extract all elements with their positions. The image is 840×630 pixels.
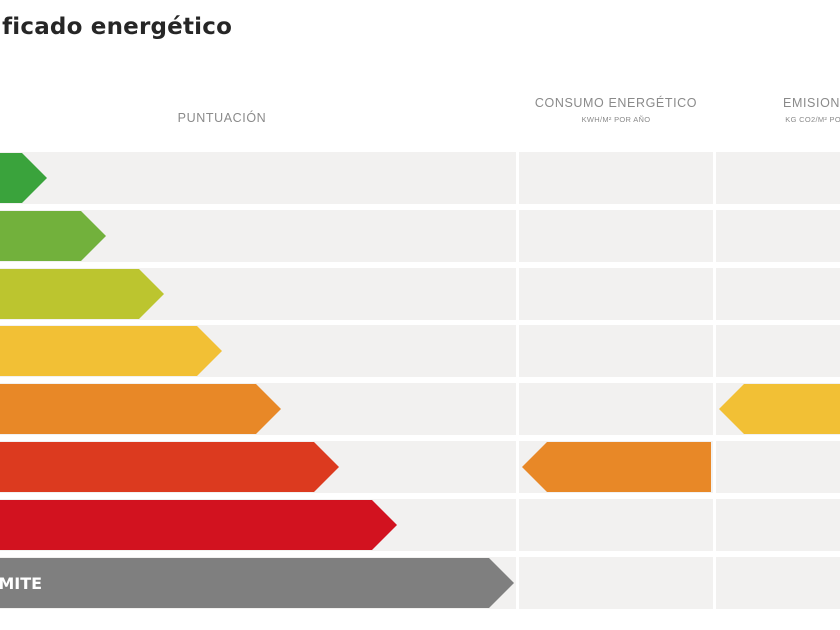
- header-emisiones-label: EMISIONE: [783, 96, 840, 110]
- column-divider: [713, 152, 716, 610]
- rating-row-bg: [0, 210, 840, 262]
- header-puntuacion: PUNTUACIÓN: [122, 111, 322, 125]
- rating-row-bg: [0, 152, 840, 204]
- header-emisiones: EMISIONE KG CO2/M² POR: [716, 96, 840, 124]
- header-emisiones-unit: KG CO2/M² POR: [785, 115, 840, 124]
- rating-arrow: [0, 384, 281, 434]
- rating-arrow: [0, 269, 164, 319]
- rating-arrow: [0, 500, 397, 550]
- header-puntuacion-label: PUNTUACIÓN: [177, 111, 267, 125]
- rating-arrow: [0, 326, 222, 376]
- header-consumo-label: CONSUMO ENERGÉTICO: [534, 96, 698, 110]
- consumo-indicator-arrow: [522, 442, 711, 492]
- rating-arrow: [0, 442, 339, 492]
- emisiones-indicator-arrow: [719, 384, 840, 434]
- rating-arrow: ÁMITE: [0, 558, 514, 608]
- column-divider: [516, 152, 519, 610]
- header-consumo: CONSUMO ENERGÉTICO KWH/M² POR AÑO: [516, 96, 716, 124]
- header-consumo-unit: KWH/M² POR AÑO: [581, 115, 651, 124]
- page-title: ificado energético: [0, 14, 233, 40]
- rating-arrow: [0, 211, 106, 261]
- rating-label: ÁMITE: [0, 573, 43, 593]
